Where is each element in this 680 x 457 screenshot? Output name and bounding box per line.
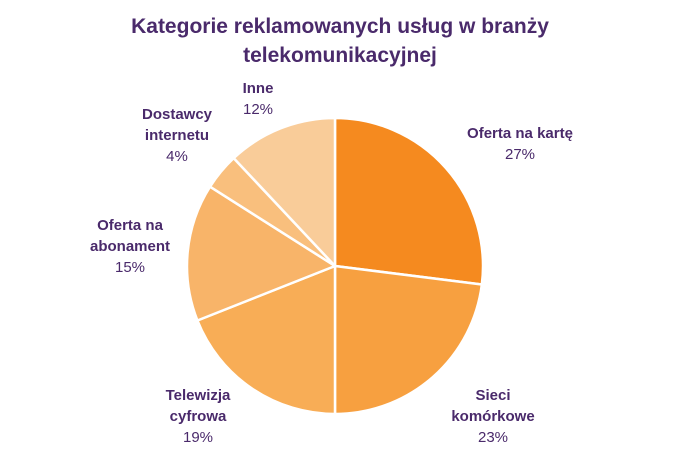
slice-label-3: Telewizja cyfrowa 19% [166,387,231,446]
slice-label-5: Dostawcy internetu 4% [142,106,213,165]
slice-label-value: 15% [115,259,145,276]
pie-slices [185,116,485,416]
slice-label-name: cyfrowa [170,408,227,425]
slice-label-name: Dostawcy [142,106,213,123]
chart-title-line-1: Kategorie reklamowanych usług w branży [131,15,549,38]
slice-label-value: 23% [478,429,508,446]
slice-label-value: 4% [166,148,188,165]
slice-label-6: Inne 12% [243,80,274,118]
chart-title-line-2: telekomunikacyjnej [243,44,437,67]
slice-label-name: komórkowe [451,408,534,425]
slice-label-value: 19% [183,429,213,446]
pie-slice-4 [185,185,337,322]
slice-label-name: Telewizja [166,387,231,404]
pie-labels: Oferta na kartę 27% Sieci komórkowe 23% Telew… [90,80,573,446]
pie-slice-3 [196,264,337,416]
slice-label-4: Oferta na abonament 15% [90,217,170,276]
slice-label-value: 12% [243,101,273,118]
slice-label-name: Inne [243,80,274,97]
slice-label-1: Oferta na kartę 27% [467,125,573,163]
slice-label-name: Oferta na [97,217,164,234]
slice-label-value: 27% [505,146,535,163]
slice-label-name: abonament [90,238,170,255]
pie-slice-1 [333,116,485,286]
pie-slice-2 [333,264,484,416]
slice-label-name: internetu [145,127,209,144]
slice-label-2: Sieci komórkowe 23% [451,387,534,446]
slice-label-name: Oferta na kartę [467,125,573,142]
slice-label-name: Sieci [475,387,510,404]
pie-slice-6 [232,116,337,268]
